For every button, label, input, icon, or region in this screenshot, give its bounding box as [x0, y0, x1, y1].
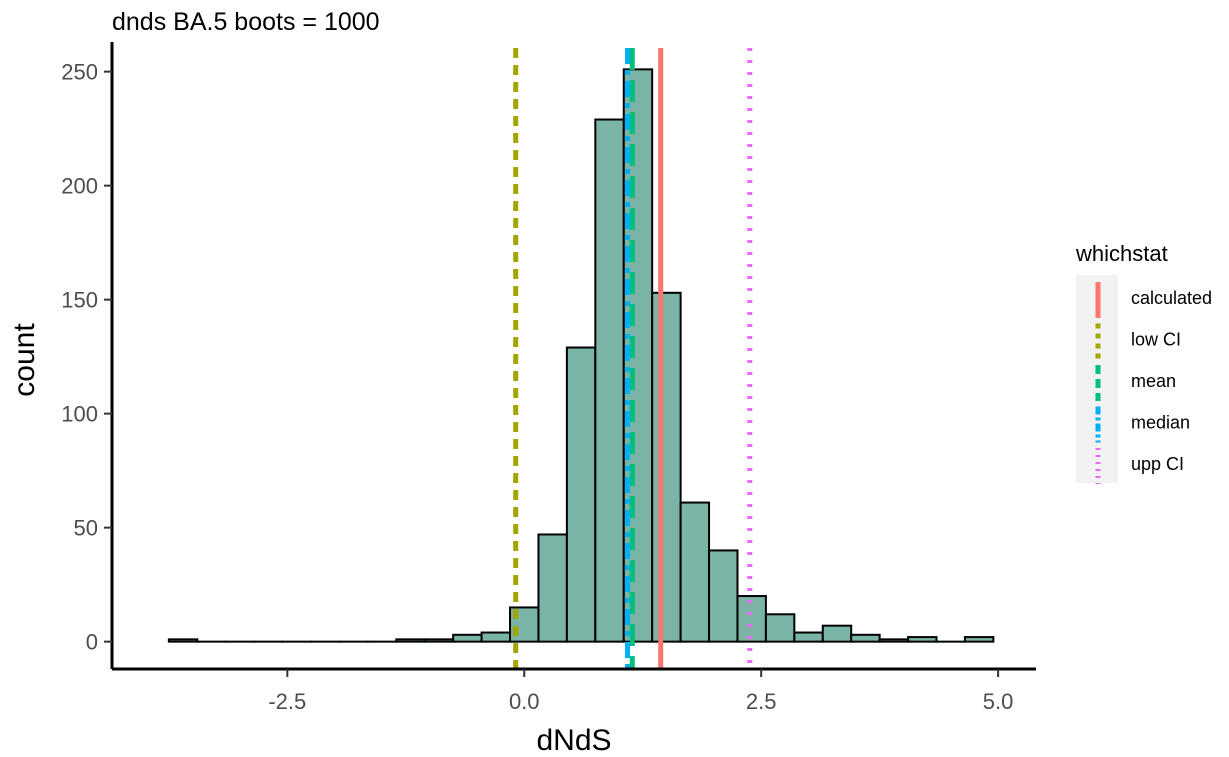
x-axis-title: dNdS: [536, 724, 611, 757]
legend-label: mean: [1131, 371, 1176, 391]
histogram-bar: [878, 638, 910, 643]
y-tick-label: 100: [61, 402, 98, 427]
histogram-bar: [651, 291, 682, 643]
y-ticks-group: 0 50 100 150 200 250: [61, 60, 112, 655]
histogram-bar: [537, 533, 568, 643]
histogram-bar: [423, 638, 455, 643]
x-ticks-group: -2.5 0.0 2.5 5.0: [268, 669, 1013, 714]
histogram-bar: [764, 613, 796, 643]
histogram-bar: [167, 638, 199, 643]
histogram-bar: [963, 636, 995, 643]
x-tick-label: -2.5: [268, 689, 306, 714]
histogram-bar: [708, 549, 739, 643]
histogram-bar: [850, 633, 881, 643]
histogram-bar: [480, 631, 512, 643]
histogram-bar: [736, 595, 767, 643]
histogram-bar: [395, 638, 426, 643]
legend-items-group: calculated low CI mean median upp CI: [1095, 282, 1212, 484]
legend-label: upp CI: [1131, 454, 1184, 474]
y-axis-title: count: [8, 323, 41, 397]
x-tick-label: 5.0: [983, 689, 1014, 714]
x-tick-label: 2.5: [746, 689, 777, 714]
stat-lines-group: [513, 48, 753, 669]
bars-group: [167, 68, 995, 643]
legend-label: calculated: [1131, 288, 1212, 308]
histogram-bar: [821, 624, 853, 643]
legend: whichstat calculated low CI mean median upp …: [1075, 241, 1212, 484]
histogram-bar: [793, 631, 824, 643]
histogram-bar: [594, 118, 625, 643]
histogram-bar: [565, 346, 597, 643]
y-tick-label: 200: [61, 174, 98, 199]
legend-title: whichstat: [1075, 241, 1168, 266]
histogram-bar: [452, 633, 483, 643]
legend-label: low CI: [1131, 330, 1181, 350]
x-tick-label: 0.0: [509, 689, 540, 714]
histogram-bar: [679, 501, 711, 643]
legend-label: median: [1131, 413, 1190, 433]
chart-title: dnds BA.5 boots = 1000: [112, 8, 380, 36]
histogram-bar: [907, 636, 938, 643]
y-tick-label: 50: [74, 516, 98, 541]
y-tick-label: 0: [86, 630, 98, 655]
y-tick-label: 250: [61, 60, 98, 85]
y-tick-label: 150: [61, 288, 98, 313]
